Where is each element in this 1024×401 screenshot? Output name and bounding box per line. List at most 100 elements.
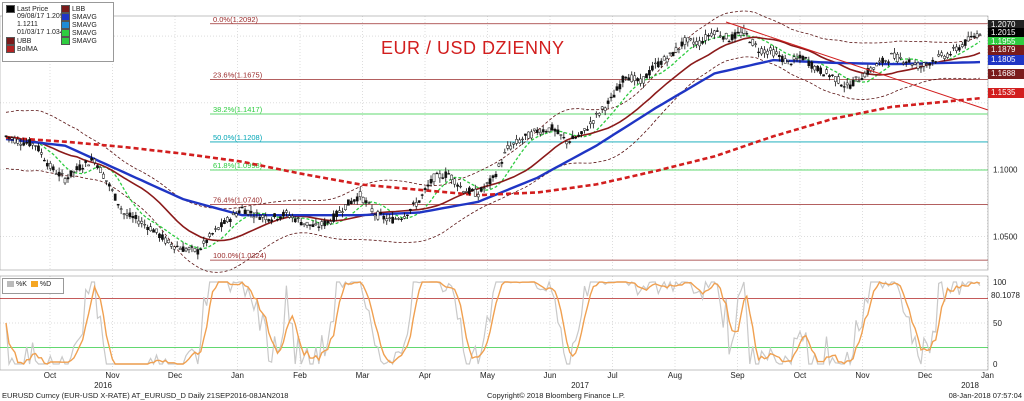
price-candle-body (727, 40, 731, 43)
price-candle-body (668, 52, 672, 54)
osc-y-tick-label: 0 (993, 360, 998, 369)
price-candle-body (509, 145, 513, 150)
price-candle-body (721, 36, 725, 40)
price-candle-body (633, 75, 637, 81)
price-candle-body (978, 34, 982, 36)
price-candle-body (63, 178, 67, 184)
price-candle-body (943, 55, 946, 59)
price-tag: 1.1688 (988, 69, 1024, 79)
price-candle-body (524, 133, 527, 136)
legend-entry: SMAVG (61, 21, 97, 29)
price-candle-body (698, 40, 701, 47)
price-candle-body (955, 46, 958, 51)
price-candle-body (349, 200, 353, 204)
fib-level-label: 100.0%(1.0324) (213, 251, 267, 260)
price-candle-body (763, 49, 766, 54)
footer: EURUSD Curncy (EUR-USD X-RATE) AT_EURUSD… (0, 390, 1024, 401)
price-candle-body (816, 65, 820, 72)
price-candle-body (860, 78, 864, 81)
price-candle-body (772, 49, 775, 57)
price-candle-body (612, 94, 616, 98)
price-candle-body (385, 218, 389, 222)
price-candle-body (299, 221, 303, 226)
price-candle-body (261, 214, 265, 218)
price-candle-body (51, 166, 55, 171)
axes: Oct Nov Dec Jan Feb Mar Apr May Jun Jul Aug Sep Oct N… (0, 15, 1018, 390)
x-tick-label: Jun (544, 371, 557, 380)
price-candle-body (246, 209, 250, 215)
x-tick-label: Aug (668, 371, 682, 380)
price-candle-body (57, 171, 61, 177)
price-candle-body (807, 61, 811, 66)
legend-entry: 1.1211 (6, 21, 68, 29)
price-candle-body (866, 68, 870, 75)
price-candle-body (155, 228, 158, 233)
price-candle-body (7, 137, 11, 139)
price-candle-body (695, 41, 699, 45)
price-candle-body (285, 210, 288, 213)
price-candle-body (329, 221, 333, 225)
x-tick-label: Nov (105, 371, 119, 380)
price-candle-body (875, 63, 879, 67)
osc-value-tag: 80.1078 (988, 291, 1024, 301)
price-candle-body (745, 33, 749, 35)
price-candle-body (713, 30, 716, 35)
x-tick-label: Jan (981, 371, 994, 380)
price-candle-body (122, 213, 126, 215)
price-candle-body (314, 223, 318, 226)
price-candle-body (196, 249, 200, 255)
legend-label: 01/03/17 1.0341 (17, 29, 68, 36)
price-candle-body (96, 165, 99, 169)
price-candle-body (636, 78, 639, 82)
price-candle-body (31, 143, 34, 146)
price-candle-body (152, 229, 155, 233)
osc-k-line (5, 279, 981, 367)
price-candle-body (93, 158, 96, 163)
price-candle-body (724, 33, 728, 40)
price-candle-body (370, 208, 374, 212)
legend-label: SMAVG (72, 21, 97, 29)
price-candle-body (414, 202, 418, 207)
price-candle-body (583, 128, 586, 131)
price-candle-body (358, 191, 362, 197)
price-candle-body (240, 206, 244, 209)
price-candle-body (966, 36, 970, 42)
fib-level-label: 38.2%(1.1417) (213, 105, 263, 114)
price-candle-body (175, 245, 179, 248)
grid (0, 16, 988, 370)
price-candle-body (854, 76, 858, 78)
legend-swatch (6, 37, 15, 45)
price-candle-body (934, 61, 938, 63)
price-candle-body (205, 239, 209, 243)
legend-label: SMAVG (72, 13, 97, 21)
price-candle-body (532, 128, 536, 131)
price-candle-body (470, 188, 474, 192)
price-candle-body (28, 139, 31, 147)
price-candle-body (361, 196, 365, 204)
price-candle-body (391, 216, 394, 224)
price-candle-body (639, 78, 642, 84)
price-candle-body (940, 52, 943, 56)
price-candle-body (621, 75, 625, 83)
osc-d-line (5, 281, 981, 365)
price-candle-body (952, 47, 955, 49)
price-candle-body (736, 31, 740, 34)
legend-swatch (6, 5, 15, 13)
price-candle-body (252, 216, 256, 219)
price-candle-body (828, 75, 831, 78)
upper-bollinger-band (5, 10, 981, 210)
price-candle-body (565, 141, 569, 145)
price-candle-body (202, 240, 206, 244)
price-candle-body (937, 54, 941, 57)
price-candle-body (45, 162, 49, 167)
price-candle-body (553, 128, 557, 132)
legend-entry: 09/08/17 1.2092 (6, 13, 68, 21)
legend-entry: SMAVG (61, 37, 97, 45)
footer-timestamp: 08-Jan-2018 07:57:04 (948, 391, 1022, 400)
price-candle-body (754, 43, 758, 45)
price-candle-body (273, 213, 276, 218)
price-candle-body (689, 38, 693, 41)
price-candle-body (748, 41, 752, 44)
price-candle-body (707, 34, 710, 37)
legend-swatch (61, 37, 70, 45)
